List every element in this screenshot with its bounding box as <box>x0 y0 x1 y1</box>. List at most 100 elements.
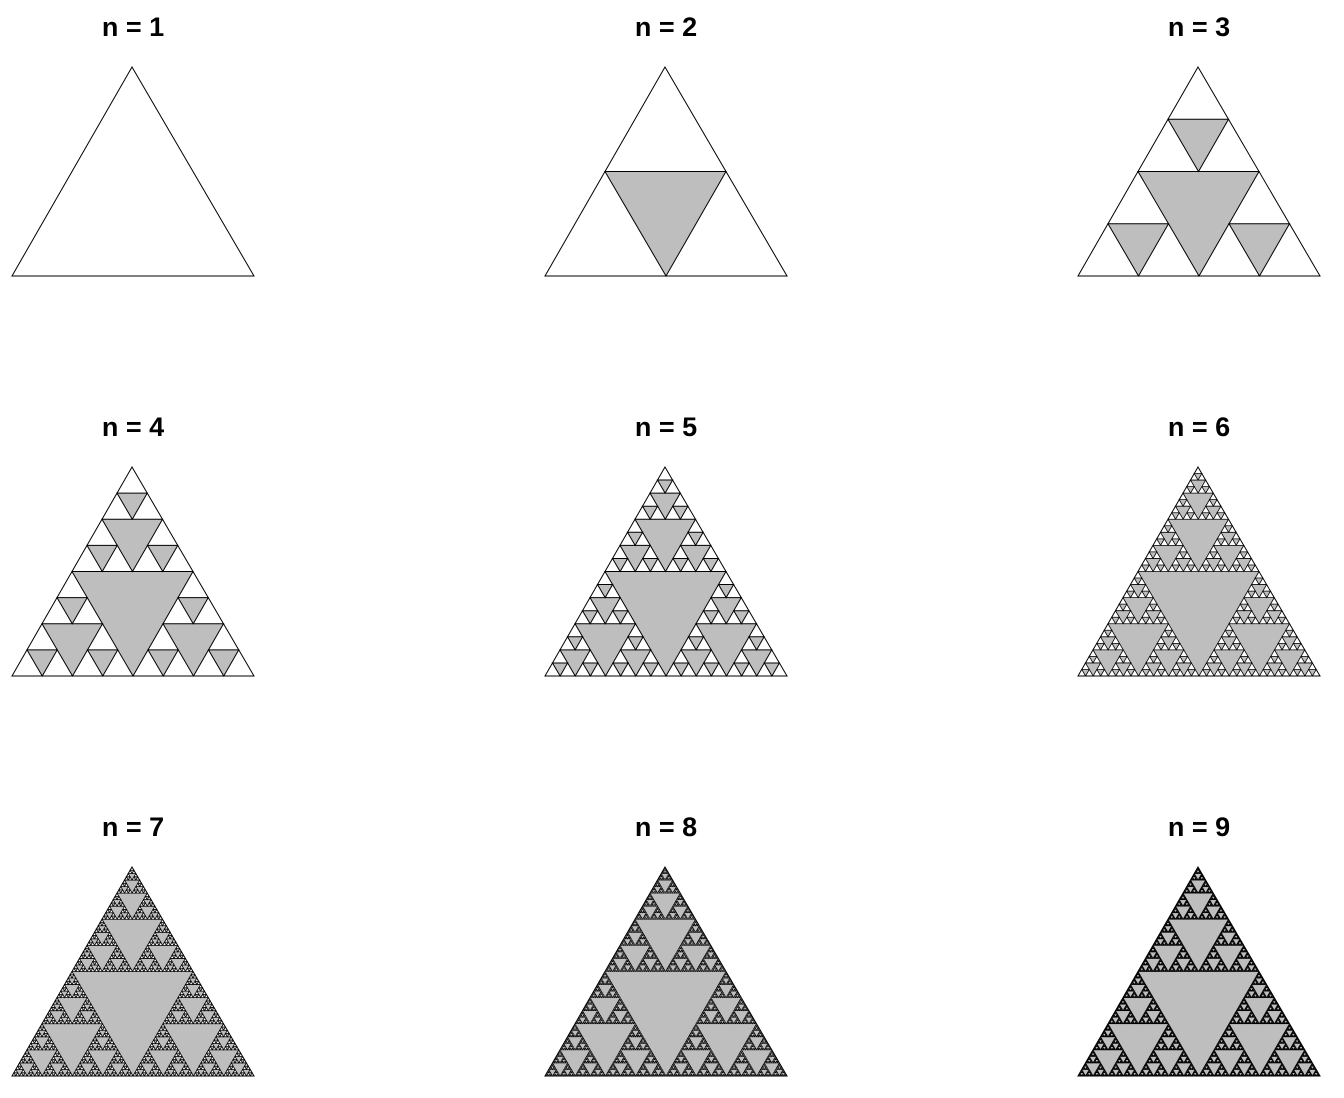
removed-triangle <box>1266 1065 1269 1067</box>
removed-triangle <box>1126 989 1129 992</box>
removed-triangle <box>1289 1025 1292 1028</box>
removed-triangle <box>153 1065 159 1071</box>
removed-triangle <box>1215 918 1218 920</box>
removed-triangle <box>1145 1016 1148 1018</box>
removed-triangle <box>618 998 622 1002</box>
removed-triangle <box>582 1021 586 1025</box>
removed-triangle <box>1277 1017 1280 1020</box>
removed-triangle <box>713 1057 717 1061</box>
removed-triangle <box>217 1033 223 1038</box>
removed-triangle <box>137 1065 144 1071</box>
removed-triangle <box>592 1057 596 1061</box>
removed-triangle <box>1229 1021 1232 1023</box>
removed-triangle <box>1101 1040 1104 1043</box>
removed-triangle <box>88 967 94 973</box>
removed-triangle <box>1214 942 1217 945</box>
removed-triangle <box>594 1074 598 1077</box>
removed-triangle <box>1275 1047 1278 1049</box>
removed-triangle <box>1147 996 1150 999</box>
removed-triangle <box>1157 942 1160 945</box>
removed-triangle <box>1211 1060 1214 1062</box>
removed-triangle <box>1245 1053 1248 1056</box>
removed-triangle <box>732 1064 736 1067</box>
removed-triangle <box>1267 1007 1270 1010</box>
removed-triangle <box>583 1074 587 1077</box>
removed-triangle <box>1259 1022 1262 1025</box>
removed-triangle <box>1207 918 1210 920</box>
removed-triangle <box>1147 1016 1150 1018</box>
removed-triangle <box>1111 642 1121 651</box>
removed-triangle <box>1240 1058 1243 1061</box>
removed-triangle <box>596 1012 600 1015</box>
removed-triangle <box>1166 924 1169 927</box>
removed-triangle <box>1190 1063 1193 1066</box>
removed-triangle <box>1270 1061 1273 1064</box>
removed-triangle <box>1264 1012 1267 1015</box>
removed-triangle <box>1162 1022 1165 1025</box>
removed-triangle <box>1226 944 1229 946</box>
removed-triangle <box>81 1059 87 1064</box>
removed-triangle <box>1261 1022 1264 1025</box>
removed-triangle <box>1186 669 1196 677</box>
removed-triangle <box>1141 616 1151 625</box>
removed-triangle <box>1087 1061 1090 1064</box>
removed-triangle <box>654 891 658 894</box>
removed-triangle <box>171 1020 177 1025</box>
removed-triangle <box>1281 1042 1284 1044</box>
removed-triangle <box>1191 916 1194 919</box>
removed-triangle <box>1238 1058 1241 1061</box>
removed-triangle <box>1215 954 1218 956</box>
removed-triangle <box>1178 900 1181 902</box>
removed-triangle <box>1154 970 1157 973</box>
removed-triangle <box>637 940 641 943</box>
removed-triangle <box>1192 963 1195 966</box>
removed-triangle <box>1232 944 1235 946</box>
removed-triangle <box>1215 967 1218 969</box>
removed-triangle <box>1117 1068 1120 1071</box>
removed-triangle <box>1107 1025 1110 1028</box>
removed-triangle <box>1176 903 1179 906</box>
removed-triangle <box>160 1026 166 1032</box>
removed-triangle <box>660 1070 664 1074</box>
removed-triangle <box>1140 1019 1143 1022</box>
removed-triangle <box>148 902 154 907</box>
removed-triangle <box>205 1052 212 1058</box>
removed-triangle <box>1299 1074 1302 1077</box>
removed-triangle <box>605 982 609 986</box>
removed-triangle <box>609 1074 613 1077</box>
removed-triangle <box>1173 1066 1176 1069</box>
removed-triangle <box>62 1065 68 1071</box>
removed-triangle <box>1097 1066 1100 1069</box>
removed-triangle <box>1223 926 1226 929</box>
removed-triangle <box>643 1041 647 1044</box>
removed-triangle <box>115 1052 121 1058</box>
removed-triangle <box>1111 1045 1114 1048</box>
removed-triangle <box>1314 1068 1317 1071</box>
removed-triangle <box>707 1021 711 1025</box>
removed-triangle <box>1221 1074 1224 1077</box>
removed-triangle <box>642 910 646 914</box>
removed-triangle <box>1226 1034 1229 1036</box>
removed-triangle <box>1143 983 1146 986</box>
removed-triangle <box>1215 914 1218 917</box>
removed-triangle <box>1286 1021 1289 1023</box>
removed-triangle <box>1234 937 1237 940</box>
removed-triangle <box>1307 1056 1310 1059</box>
removed-triangle <box>1180 896 1183 899</box>
removed-triangle <box>1147 954 1150 956</box>
removed-triangle <box>1089 1055 1092 1058</box>
removed-triangle <box>620 943 624 946</box>
removed-triangle <box>1223 1068 1226 1071</box>
removed-triangle <box>1181 947 1184 950</box>
removed-triangle <box>1204 1065 1207 1067</box>
removed-triangle <box>728 992 732 995</box>
removed-triangle <box>1152 998 1155 1000</box>
removed-triangle <box>1239 1043 1242 1046</box>
removed-triangle <box>1130 1012 1133 1015</box>
removed-triangle <box>1188 1060 1191 1062</box>
removed-triangle <box>1218 1066 1221 1069</box>
removed-triangle <box>1253 970 1256 973</box>
removed-triangle <box>1098 1061 1101 1064</box>
removed-triangle <box>586 1008 590 1012</box>
removed-triangle <box>646 956 650 960</box>
